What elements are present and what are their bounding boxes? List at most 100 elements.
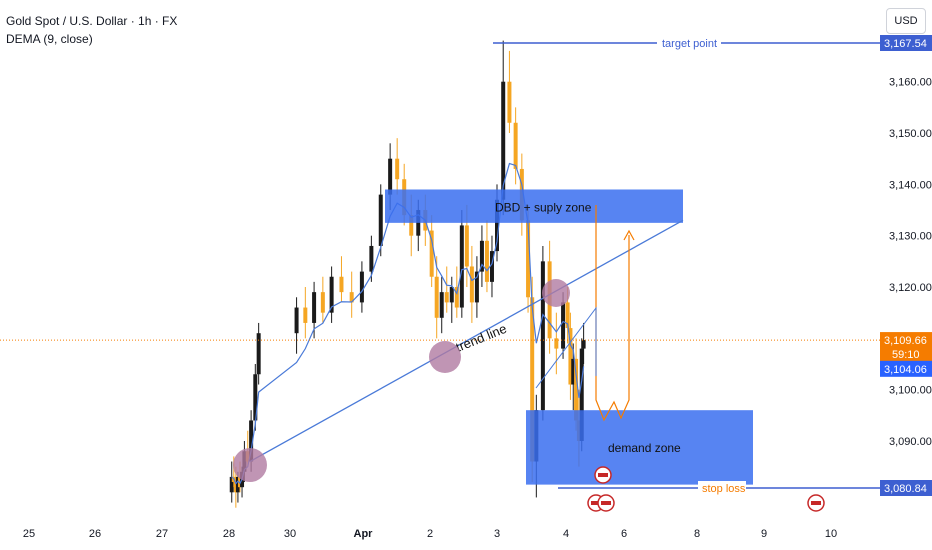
flag-stripe-icon	[601, 501, 611, 505]
candle-body	[568, 328, 573, 385]
demand-zone[interactable]	[526, 410, 753, 485]
candle-body	[359, 271, 364, 303]
price-tick-label: 3,150.00	[889, 128, 932, 140]
candle-body	[526, 220, 531, 298]
time-tick-label: 2	[427, 528, 433, 540]
candle-body	[303, 307, 308, 323]
time-axis[interactable]: 25 26 27 28 30 Apr 2 3 4 6 8 9 10	[0, 518, 880, 550]
candle-body	[233, 482, 238, 493]
candle-body	[530, 297, 535, 462]
candle-body	[256, 333, 261, 375]
candle-body	[369, 245, 374, 272]
time-tick-label: 26	[89, 528, 101, 540]
target-label: target point	[662, 38, 717, 50]
price-tick-label: 3,090.00	[889, 436, 932, 448]
indicator-legend[interactable]: DEMA (9, close)	[6, 32, 93, 46]
stop-loss-price-tag: 3,080.84	[884, 483, 927, 495]
candle-body	[507, 81, 512, 123]
candle-body	[464, 225, 469, 267]
candle-body	[312, 292, 317, 323]
price-tick-label: 3,120.00	[889, 282, 932, 294]
candle-body	[434, 276, 439, 318]
time-tick-label: 9	[761, 528, 767, 540]
target-price-tag: 3,167.54	[884, 38, 927, 50]
target-label-bg	[657, 36, 721, 50]
candle-body	[320, 292, 325, 313]
demand-zone-label: demand zone	[608, 441, 681, 455]
stop-loss-price-tag-bg	[880, 480, 932, 496]
flag-stripe-icon	[591, 501, 601, 505]
candle-body	[574, 358, 579, 421]
candle-body	[571, 358, 576, 385]
time-tick-label: 28	[223, 528, 235, 540]
dema-price-tag: 3,104.06	[884, 364, 927, 376]
candle-body	[388, 158, 393, 195]
dema-curve	[231, 162, 585, 485]
time-tick-label: 8	[694, 528, 700, 540]
candle-body	[489, 251, 494, 282]
candle-body	[449, 287, 454, 303]
wedge-line	[535, 306, 597, 389]
candle-body	[484, 240, 489, 282]
dema-line	[231, 162, 585, 485]
candle-body	[459, 225, 464, 308]
stop-loss-label: stop loss	[702, 483, 746, 495]
candle-body	[329, 276, 334, 313]
last-price-tag: 3,109.66	[884, 335, 927, 347]
flag-stripe-icon	[811, 501, 821, 505]
chart-annotations: DBD + suply zone demand zone trend line tar…	[0, 36, 880, 512]
candle-body	[495, 199, 499, 252]
time-axis-bg	[0, 518, 880, 550]
candle-body	[294, 307, 299, 334]
price-tick-label: 3,140.00	[889, 179, 932, 191]
candle-body	[429, 230, 434, 277]
candle-body	[339, 276, 344, 293]
candle-body	[581, 340, 586, 349]
time-tick-label: 10	[825, 528, 837, 540]
time-tick-label: 4	[563, 528, 569, 540]
candle-body	[444, 292, 449, 303]
price-tick-label: 3,130.00	[889, 231, 932, 243]
candle-body	[469, 266, 474, 303]
candle-body	[395, 158, 400, 180]
time-tick-label: 3	[494, 528, 500, 540]
candle-body	[249, 420, 254, 462]
trend-line[interactable]	[249, 219, 684, 463]
candle-body	[229, 476, 234, 493]
time-tick-label: 27	[156, 528, 168, 540]
stop-loss-label-bg	[698, 481, 746, 495]
candle-body	[378, 194, 383, 246]
candle-body	[439, 292, 444, 318]
price-tick-label: 3,160.00	[889, 77, 932, 89]
candle-body	[565, 302, 570, 329]
candle-body	[540, 261, 545, 411]
pivot-circle	[233, 448, 267, 482]
time-tick-label: Apr	[354, 528, 374, 540]
trend-line-label: trend line	[454, 321, 509, 355]
symbol-title[interactable]: Gold Spot / U.S. Dollar · 1h · FX	[6, 14, 178, 28]
candle-body	[554, 338, 559, 349]
flag-stripe-icon	[598, 473, 608, 477]
supply-zone[interactable]	[385, 189, 683, 223]
candle-body	[501, 81, 506, 200]
candle-body	[409, 215, 414, 236]
last-price-tag-countdown: 59:10	[892, 349, 920, 361]
candle-body	[253, 374, 258, 421]
currency-selector[interactable]: USD	[886, 8, 926, 34]
price-tick-label: 3,100.00	[889, 385, 932, 397]
supply-zone-label: DBD + suply zone	[495, 200, 592, 214]
time-tick-label: 25	[23, 528, 35, 540]
pivot-circle	[429, 341, 461, 373]
time-tick-label: 6	[621, 528, 627, 540]
candle-body	[474, 271, 479, 303]
time-tick-label: 30	[284, 528, 296, 540]
dema-price-tag-bg	[880, 360, 932, 377]
candle-body	[235, 476, 240, 493]
price-axis[interactable]: 3,090.003,100.003,110.003,120.003,130.00…	[880, 0, 932, 550]
candle-body	[479, 240, 484, 272]
pivot-circle	[542, 279, 570, 307]
candle-body	[579, 348, 584, 441]
target-price-tag-bg	[880, 35, 932, 51]
candle-body	[561, 302, 566, 349]
